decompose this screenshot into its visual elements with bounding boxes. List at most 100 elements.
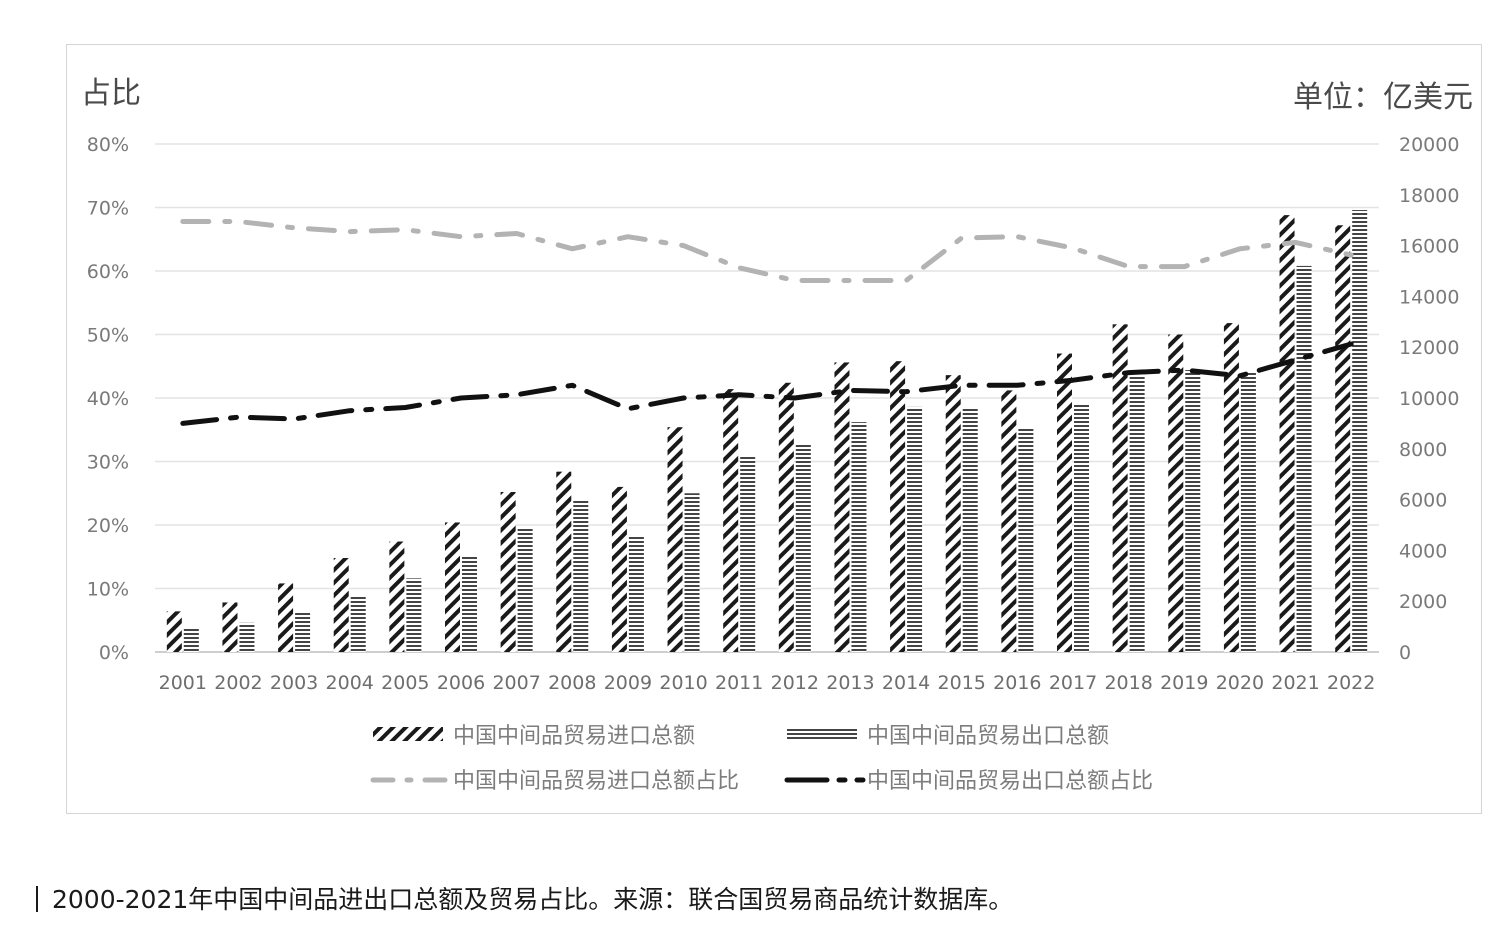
export-bar <box>962 408 978 652</box>
left-tick-label: 80% <box>87 134 129 156</box>
import-bar <box>1112 324 1128 652</box>
import-bar <box>723 389 739 652</box>
export-bar <box>239 622 255 652</box>
left-tick-label: 60% <box>87 261 129 283</box>
right-tick-label: 18000 <box>1399 185 1459 207</box>
import-share-line <box>180 219 1354 283</box>
legend-swatch <box>373 727 443 741</box>
x-tick-label: 2001 <box>159 672 207 694</box>
x-tick-label: 2007 <box>492 672 540 694</box>
import-bar <box>222 602 238 652</box>
x-tick-label: 2002 <box>214 672 262 694</box>
export-bar <box>628 535 644 652</box>
left-axis-title: 占比 <box>81 76 141 111</box>
export-bar <box>1018 428 1034 652</box>
export-bar <box>684 493 700 652</box>
x-tick-label: 2004 <box>326 672 374 694</box>
right-tick-label: 10000 <box>1399 388 1459 410</box>
export-bar <box>573 499 589 652</box>
import-bar <box>445 522 460 652</box>
right-tick-label: 12000 <box>1399 337 1459 359</box>
legend-item: 中国中间品贸易进口总额 <box>373 724 695 749</box>
legend-label: 中国中间品贸易进口总额 <box>453 724 695 749</box>
x-tick-label: 2008 <box>548 672 596 694</box>
x-tick-label: 2021 <box>1271 672 1319 694</box>
legend-label: 中国中间品贸易进口总额占比 <box>453 769 739 794</box>
import-bar <box>1168 334 1184 652</box>
right-tick-label: 4000 <box>1399 540 1447 562</box>
import-bar <box>1001 390 1017 652</box>
right-tick-label: 20000 <box>1399 134 1459 156</box>
x-tick-label: 2012 <box>771 672 819 694</box>
left-tick-label: 30% <box>87 452 129 474</box>
legend-item: 中国中间品贸易出口总额 <box>787 724 1109 749</box>
x-tick-label: 2018 <box>1104 672 1152 694</box>
caption-text: 2000-2021年中国中间品进出口总额及贸易占比。来源：联合国贸易商品统计数据… <box>52 885 1014 914</box>
export-bar <box>907 406 923 652</box>
right-tick-label: 14000 <box>1399 286 1459 308</box>
export-bar <box>406 578 422 652</box>
export-bar <box>1296 265 1312 652</box>
x-tick-label: 2020 <box>1216 672 1264 694</box>
export-bar <box>1074 404 1089 652</box>
import-bar <box>945 375 961 652</box>
export-bar <box>795 443 811 652</box>
import-bar <box>333 558 349 652</box>
x-tick-label: 2013 <box>826 672 874 694</box>
import-bar <box>611 486 627 652</box>
right-tick-label: 6000 <box>1399 490 1447 512</box>
import-bar <box>1335 225 1351 652</box>
x-tick-label: 2010 <box>659 672 707 694</box>
export-bar <box>851 422 867 652</box>
legend-label: 中国中间品贸易出口总额 <box>867 724 1109 749</box>
right-tick-label: 0 <box>1399 642 1411 664</box>
right-tick-label: 16000 <box>1399 236 1459 258</box>
left-tick-label: 50% <box>87 325 129 347</box>
left-tick-label: 0% <box>99 642 129 664</box>
export-bar <box>517 527 533 652</box>
x-tick-label: 2009 <box>604 672 652 694</box>
export-bar <box>183 627 199 652</box>
x-tick-label: 2003 <box>270 672 318 694</box>
export-bar <box>1129 375 1145 652</box>
right-axis-title: 单位：亿美元 <box>1293 80 1473 115</box>
x-tick-label: 2014 <box>882 672 930 694</box>
export-bar <box>350 596 366 652</box>
x-tick-label: 2006 <box>437 672 485 694</box>
x-tick-label: 2019 <box>1160 672 1208 694</box>
export-bar <box>1240 372 1256 652</box>
import-bar <box>166 611 182 652</box>
legend-item: 中国中间品贸易出口总额占比 <box>784 769 1153 794</box>
right-tick-label: 2000 <box>1399 591 1447 613</box>
import-bar <box>834 362 850 652</box>
x-tick-label: 2005 <box>381 672 429 694</box>
right-tick-label: 8000 <box>1399 439 1447 461</box>
export-bar <box>1185 370 1201 652</box>
export-share-line <box>180 341 1354 426</box>
chart-svg: 0% 10% 20% 30% 40% 50% 60% 70% 80% 0 2000 4000 6000 8… <box>81 76 1473 794</box>
legend-label: 中国中间品贸易出口总额占比 <box>867 769 1153 794</box>
import-bar <box>778 382 794 652</box>
x-tick-label: 2011 <box>715 672 763 694</box>
import-bar <box>1223 323 1239 652</box>
import-bar <box>1057 353 1072 652</box>
legend-item: 中国中间品贸易进口总额占比 <box>370 769 739 794</box>
figure-caption: 2000-2021年中国中间品进出口总额及贸易占比。来源：联合国贸易商品统计数据… <box>36 880 1013 916</box>
import-bar <box>278 583 294 652</box>
left-tick-label: 40% <box>87 388 129 410</box>
export-bar <box>295 611 311 652</box>
x-tick-label: 2015 <box>938 672 986 694</box>
export-bar <box>740 456 756 652</box>
export-bar <box>1352 210 1368 653</box>
left-tick-label: 10% <box>87 579 129 601</box>
legend-swatch <box>787 727 857 741</box>
chart-frame: 0% 10% 20% 30% 40% 50% 60% 70% 80% 0 2000 4000 6000 8… <box>66 44 1482 814</box>
x-tick-label: 2017 <box>1049 672 1097 694</box>
x-tick-label: 2016 <box>993 672 1041 694</box>
x-tick-label: 2022 <box>1327 672 1375 694</box>
import-bar <box>890 361 906 652</box>
left-tick-label: 70% <box>87 198 129 220</box>
caption-bar <box>36 886 38 912</box>
import-bar <box>389 541 405 652</box>
export-bar <box>462 555 477 652</box>
